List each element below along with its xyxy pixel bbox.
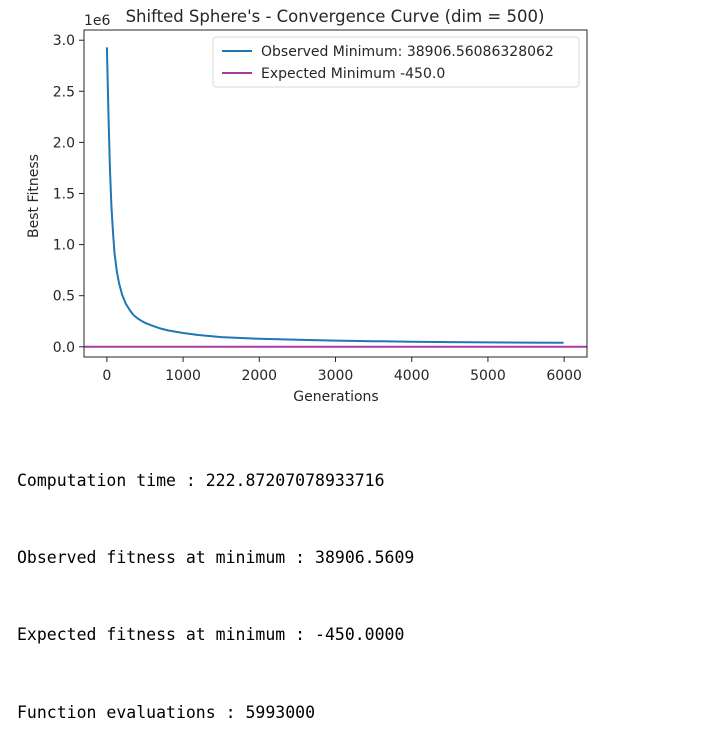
chart-title: Shifted Sphere's - Convergence Curve (di…	[126, 7, 545, 26]
plot-area	[84, 47, 587, 348]
legend-label-observed: Observed Minimum: 38906.56086328062	[261, 44, 554, 60]
legend-box	[212, 36, 580, 88]
series-line-0	[105, 47, 564, 344]
y-axis: 0.0 0.5 1.0 1.5 2.0 2.5 3.0	[53, 33, 84, 356]
convergence-chart: Shifted Sphere's - Convergence Curve (di…	[26, 7, 588, 405]
x-tick-label: 5000	[470, 368, 506, 384]
y-tick-label: 0.0	[53, 340, 75, 356]
x-tick-label: 2000	[241, 368, 277, 384]
x-tick-label: 1000	[165, 368, 201, 384]
y-tick-label: 1.5	[53, 187, 75, 203]
x-tick-label: 4000	[394, 368, 430, 384]
x-tick-label: 3000	[318, 368, 354, 384]
function-evaluations-line: Function evaluations : 5993000	[17, 702, 316, 722]
y-axis-label: Best Fitness	[26, 154, 42, 238]
x-axis-label: Generations	[293, 389, 378, 405]
x-tick-label: 0	[102, 368, 111, 384]
legend: Observed Minimum: 38906.56086328062 Expe…	[212, 36, 580, 88]
y-scale-label: 1e6	[84, 13, 111, 29]
console-output: Computation time : 222.87207078933716 Ob…	[17, 416, 414, 751]
x-tick-label: 6000	[546, 368, 582, 384]
computation-time-line: Computation time : 222.87207078933716	[17, 470, 385, 490]
observed-fitness-line: Observed fitness at minimum : 38906.5609	[17, 547, 415, 567]
y-tick-label: 1.0	[53, 238, 75, 254]
legend-label-expected: Expected Minimum -450.0	[261, 66, 445, 82]
y-tick-label: 3.0	[53, 33, 75, 49]
y-tick-label: 2.5	[53, 84, 75, 100]
y-tick-label: 0.5	[53, 289, 75, 305]
expected-fitness-line: Expected fitness at minimum : -450.0000	[17, 625, 405, 645]
y-tick-label: 2.0	[53, 135, 75, 151]
x-axis: 0 1000 2000 3000 4000 5000 6000	[102, 357, 582, 384]
